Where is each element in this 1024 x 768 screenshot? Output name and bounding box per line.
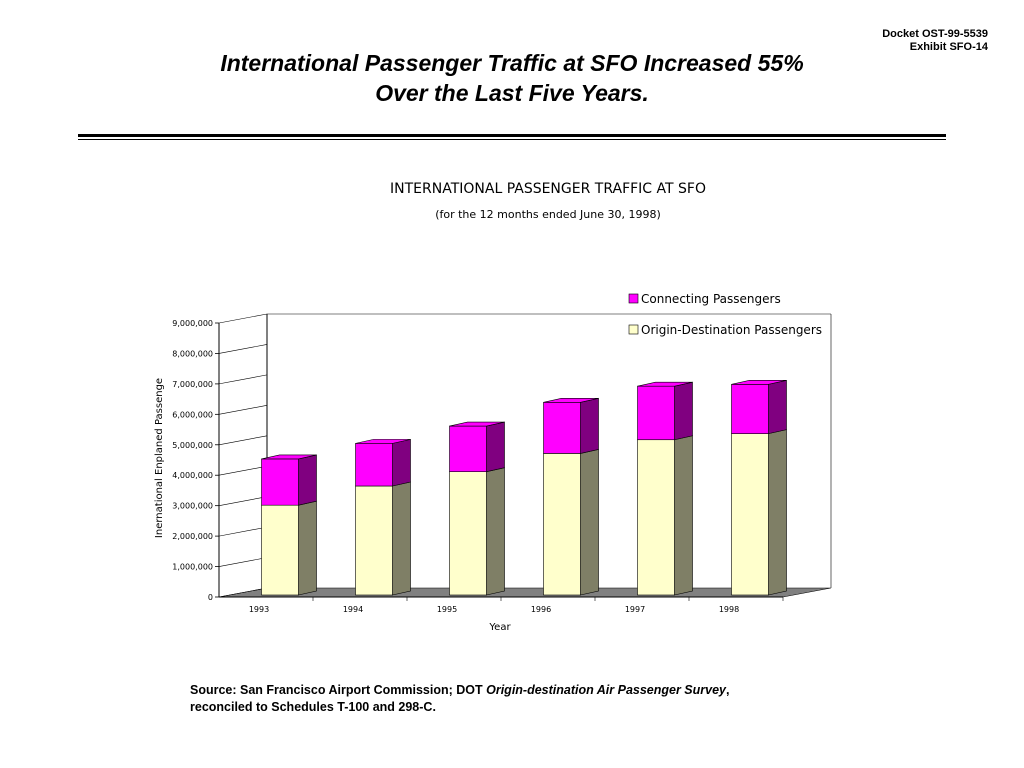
- bar-origin-destination: [449, 471, 487, 596]
- bar-connecting-side: [768, 379, 787, 435]
- y-tick-label: 9,000,000: [172, 319, 213, 328]
- x-axis-ticks: 1993 1994 1995 1996 1997 1998: [249, 597, 784, 614]
- y-tick-depth-line: [218, 496, 268, 506]
- bar-connecting-top: [261, 454, 317, 460]
- bar-origin-side: [486, 467, 505, 596]
- y-tick-label: 5,000,000: [172, 441, 213, 450]
- legend-label-connecting: Connecting Passengers: [641, 292, 781, 306]
- y-axis-ticks: 0 1,000,000 2,000,000 3,000,000 4,000,000 5,0…: [172, 313, 268, 602]
- bars: [261, 379, 787, 596]
- bar-connecting-top: [543, 397, 599, 403]
- bar-connecting-top: [637, 381, 693, 387]
- docket-number: Docket OST-99-5539: [882, 28, 988, 40]
- bar-connecting-side: [486, 421, 505, 473]
- slide-title-line-2: Over the Last Five Years.: [375, 80, 649, 106]
- bar-connecting-side: [674, 381, 693, 441]
- bar-origin-destination: [543, 453, 581, 596]
- bar-connecting-top: [355, 439, 411, 444]
- bar-connecting: [543, 401, 581, 454]
- chart-title: INTERNATIONAL PASSENGER TRAFFIC AT SFO: [390, 181, 706, 197]
- y-tick-label: 6,000,000: [172, 410, 213, 419]
- y-tick-depth-line: [218, 465, 268, 476]
- y-tick-label: 1,000,000: [172, 563, 213, 572]
- y-tick-depth-line: [218, 587, 268, 598]
- bar-connecting: [731, 384, 769, 434]
- bar-origin-destination: [731, 433, 769, 596]
- bar-connecting: [637, 385, 675, 441]
- y-tick-depth-line: [218, 374, 268, 385]
- bar-origin-side: [298, 500, 317, 596]
- title-divider-thick: [78, 134, 946, 137]
- chart-subtitle: (for the 12 months ended June 30, 1998): [435, 208, 661, 221]
- bar-connecting-top: [449, 421, 505, 427]
- x-tick-label: 1993: [249, 605, 269, 614]
- y-tick-label: 7,000,000: [172, 380, 213, 389]
- bar-origin-side: [674, 435, 693, 596]
- y-tick-depth-line: [218, 435, 268, 446]
- bar-origin-destination: [261, 504, 299, 596]
- source-text: Source: San Francisco Airport Commission…: [190, 683, 487, 697]
- legend-swatch-origin: [628, 324, 639, 335]
- x-tick-label: 1996: [531, 605, 551, 614]
- x-tick-label: 1998: [719, 605, 739, 614]
- y-tick-depth-line: [218, 313, 268, 324]
- source-reconciliation: , reconciled to Schedules T-100 and 298-…: [190, 683, 730, 714]
- x-tick-label: 1995: [437, 605, 457, 614]
- source-note: Source: San Francisco Airport Commission…: [190, 682, 790, 716]
- bar-connecting: [449, 425, 487, 472]
- y-tick-label: 4,000,000: [172, 471, 213, 480]
- bar-origin-side: [768, 429, 787, 596]
- docket-label: Docket OST-99-5539 Exhibit SFO-14: [882, 28, 988, 54]
- y-tick-label: 2,000,000: [172, 532, 213, 541]
- y-tick-depth-line: [218, 526, 268, 537]
- bar-connecting: [261, 458, 299, 506]
- y-tick-depth-line: [218, 344, 268, 354]
- bar-origin-side: [392, 481, 411, 596]
- x-axis-title: Year: [488, 622, 511, 633]
- bar-connecting-side: [298, 454, 317, 506]
- bar-connecting: [355, 443, 393, 487]
- y-tick-depth-line: [218, 405, 268, 415]
- y-tick-label: 0: [208, 593, 213, 602]
- source-survey-title: Origin-destination Air Passenger Survey: [486, 683, 727, 697]
- bar-connecting-side: [392, 439, 411, 487]
- y-tick-depth-line: [218, 557, 268, 567]
- y-tick-label: 3,000,000: [172, 502, 213, 511]
- bar-connecting-side: [580, 397, 599, 454]
- legend: Connecting Passengers Origin-Destination…: [628, 292, 822, 337]
- title-divider-thin: [78, 139, 946, 140]
- bar-origin-side: [580, 449, 599, 596]
- exhibit-number: Exhibit SFO-14: [909, 41, 988, 53]
- x-tick-label: 1997: [625, 605, 645, 614]
- slide-title-line-1: International Passenger Traffic at SFO I…: [220, 50, 804, 76]
- y-axis-title: Inernational Enplaned Passenge: [154, 378, 165, 538]
- bar-origin-destination: [355, 485, 393, 596]
- x-tick-label: 1994: [343, 605, 363, 614]
- bar-origin-destination: [637, 439, 675, 596]
- legend-label-origin: Origin-Destination Passengers: [641, 323, 822, 337]
- y-tick-label: 8,000,000: [172, 349, 213, 358]
- legend-swatch-connecting: [628, 293, 639, 304]
- bar-connecting-top: [731, 380, 787, 385]
- slide-title: International Passenger Traffic at SFO I…: [0, 48, 1024, 108]
